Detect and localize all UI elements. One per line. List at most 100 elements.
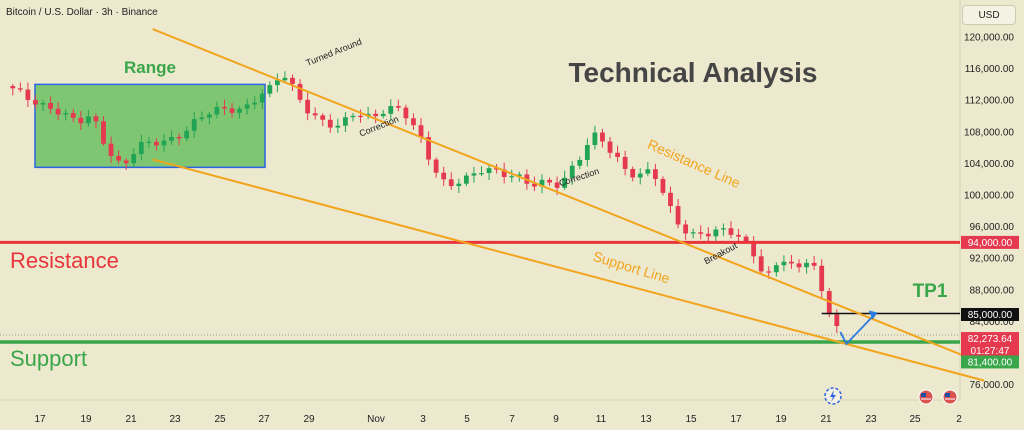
candle-body	[237, 108, 242, 113]
resistance-trend-line	[152, 28, 978, 362]
candle-body	[448, 179, 454, 187]
countdown-label: 01:27:47	[971, 346, 1010, 357]
candle-body	[305, 99, 311, 114]
candle-body	[826, 291, 832, 315]
resistance-price-label-bg	[961, 235, 1019, 249]
candle-body	[25, 89, 31, 101]
x-tick-label: 23	[169, 414, 181, 425]
x-tick-label: 25	[214, 414, 226, 425]
candle-body	[426, 137, 431, 160]
resistance-label: Resistance	[10, 248, 119, 273]
candle-body	[93, 116, 99, 122]
x-tick-label: 21	[820, 414, 832, 425]
candle-body	[138, 142, 144, 155]
candle-body	[660, 178, 666, 193]
support-price-label-bg	[961, 355, 1019, 369]
candle-body	[637, 173, 643, 178]
candle-body	[433, 159, 439, 173]
x-tick-label: Nov	[367, 414, 385, 425]
candle-body	[736, 234, 741, 237]
candle-body	[154, 141, 159, 146]
resistance-price-label: 94,000.00	[968, 238, 1013, 249]
candle-body	[229, 108, 235, 113]
x-tick-label: 27	[258, 414, 270, 425]
candle-body	[607, 141, 613, 153]
range-box	[34, 83, 266, 169]
candle-body	[652, 169, 658, 179]
us-flag-canton-icon	[921, 393, 926, 397]
candle-body	[191, 119, 197, 131]
candle-body	[796, 263, 802, 268]
candle-body	[728, 228, 734, 235]
candle-body	[70, 112, 76, 118]
candle-body	[532, 183, 537, 187]
candle-body	[350, 115, 356, 118]
candle-body	[327, 119, 333, 128]
candle-body	[373, 113, 379, 117]
x-tick-label: 25	[909, 414, 921, 425]
candle-body	[418, 125, 424, 138]
candle-body	[615, 152, 620, 157]
candle-body	[721, 228, 726, 230]
y-tick-label: 120,000.00	[964, 33, 1014, 44]
candle-body	[463, 175, 469, 184]
support-price-label: 81,400.00	[968, 357, 1013, 368]
candle-body	[766, 271, 772, 273]
candle-body	[705, 233, 711, 237]
candle-body	[108, 143, 114, 156]
y-tick-label: 116,000.00	[965, 64, 1015, 75]
candle-body	[554, 182, 560, 188]
candle-body	[176, 136, 182, 139]
candle-body	[811, 262, 817, 266]
candle-body	[773, 265, 779, 273]
candle-body	[698, 232, 704, 234]
tp1-price-label: 85,000.00	[968, 310, 1013, 321]
candle-body	[781, 261, 787, 266]
candle-body	[539, 179, 545, 187]
candle-body	[244, 104, 250, 109]
candle-body	[683, 224, 689, 234]
target-arrow	[839, 315, 874, 346]
candle-body	[184, 130, 190, 139]
currency-button[interactable]: USD	[962, 5, 1016, 25]
y-tick-label: 76,000.00	[970, 380, 1015, 391]
y-tick-label: 104,000.00	[964, 159, 1014, 170]
candle-body	[456, 183, 462, 187]
candle-body	[116, 155, 122, 161]
lightning-bolt-icon	[830, 390, 836, 402]
x-tick-label: 17	[730, 414, 742, 425]
candle-body	[85, 116, 91, 124]
candle-body	[358, 115, 363, 118]
candle-body	[33, 100, 38, 105]
candle-body	[743, 236, 749, 242]
candle-body	[40, 102, 46, 105]
candle-body	[645, 169, 651, 174]
candle-body	[388, 106, 394, 114]
target-arrow-head	[868, 310, 878, 320]
candle-body	[819, 265, 825, 292]
y-tick-label: 108,000.00	[964, 127, 1014, 138]
chart-background	[0, 0, 960, 400]
candle-body	[259, 93, 265, 103]
tp1-price-label-bg	[961, 308, 1019, 321]
candle-body	[494, 168, 500, 170]
y-tick-label: 100,000.00	[964, 191, 1014, 202]
x-tick-label: 5	[464, 414, 470, 425]
candle-body	[441, 172, 447, 180]
x-tick-label: 17	[34, 414, 46, 425]
candle-body	[252, 102, 258, 105]
candle-body	[267, 85, 273, 94]
us-flag-canton-icon	[945, 393, 950, 397]
candle-body	[63, 112, 69, 115]
x-tick-label: 9	[553, 414, 559, 425]
candle-body	[789, 261, 794, 264]
candle-body	[290, 77, 295, 84]
candle-body	[17, 88, 23, 90]
candle-body	[335, 125, 341, 128]
candle-body	[758, 256, 764, 272]
candle-body	[751, 241, 757, 257]
candle-body	[411, 118, 416, 126]
candle-body	[214, 106, 220, 115]
candle-body	[206, 114, 212, 118]
